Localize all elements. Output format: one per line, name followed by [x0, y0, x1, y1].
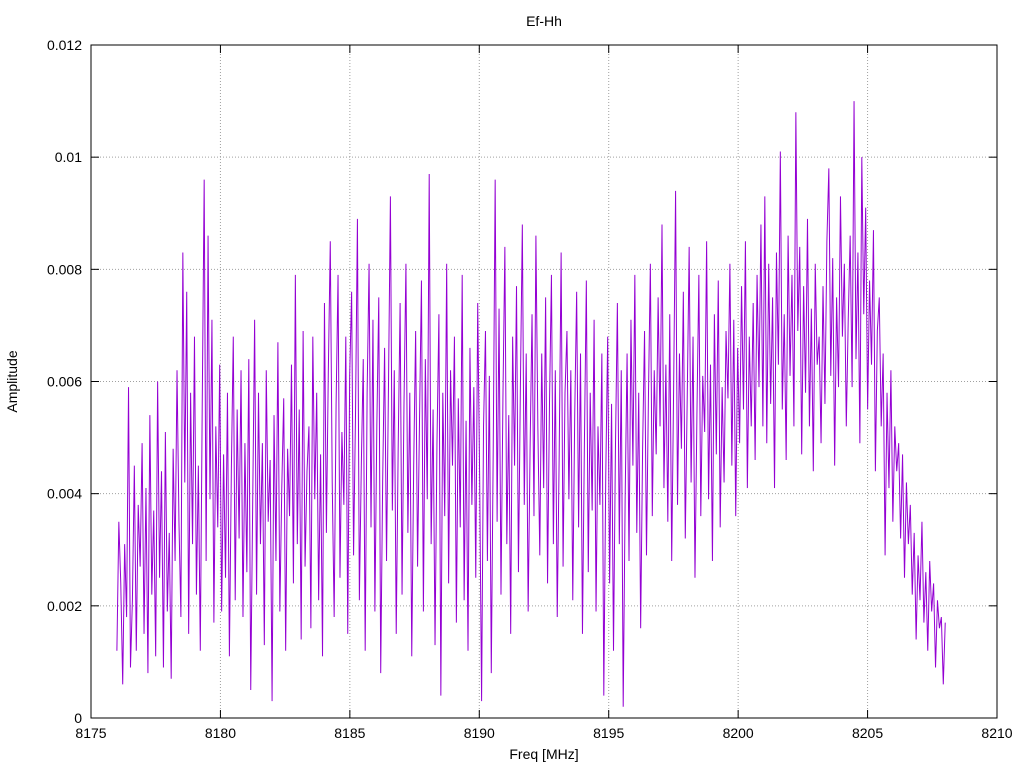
x-tick-label: 8175: [75, 725, 106, 741]
y-tick-label: 0.006: [47, 374, 82, 390]
series-group: [116, 101, 946, 707]
y-tick-label: 0: [74, 710, 82, 726]
y-tick-label: 0.004: [47, 486, 82, 502]
y-tick-label: 0.01: [55, 149, 82, 165]
chart-title: Ef-Hh: [526, 13, 562, 29]
x-tick-label: 8210: [981, 725, 1012, 741]
x-tick-label: 8190: [464, 725, 495, 741]
x-axis-label: Freq [MHz]: [509, 746, 578, 762]
y-tick-label: 0.012: [47, 37, 82, 53]
x-tick-label: 8205: [852, 725, 883, 741]
x-tick-label: 8185: [334, 725, 365, 741]
y-tick-label: 0.002: [47, 598, 82, 614]
axis-ticks: 8175 8180 8185 8190 8195 8200 8205 8210 0 0.002 0.…: [47, 37, 1013, 741]
grid: [91, 45, 997, 718]
x-tick-label: 8180: [205, 725, 236, 741]
series-line: [116, 101, 946, 707]
y-tick-label: 0.008: [47, 261, 82, 277]
x-tick-label: 8200: [723, 725, 754, 741]
y-axis-label: Amplitude: [4, 350, 20, 412]
x-tick-label: 8195: [593, 725, 624, 741]
